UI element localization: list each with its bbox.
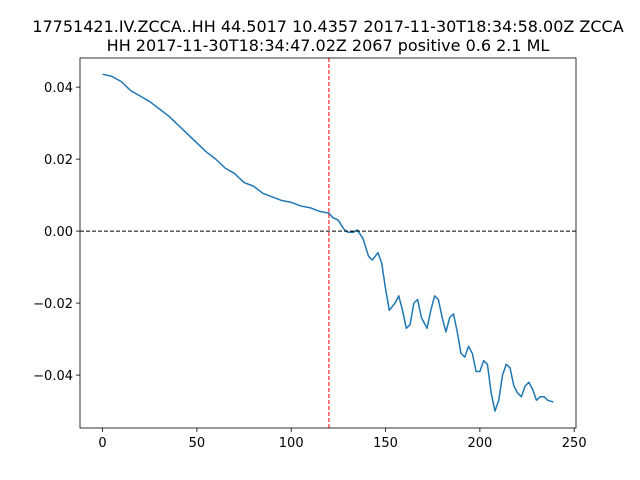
- x-tick-label: 250: [562, 436, 587, 451]
- y-tick-label: 0.00: [44, 225, 73, 240]
- x-tick-label: 100: [279, 436, 304, 451]
- chart-title: 17751421.IV.ZCCA..HH 44.5017 10.4357 201…: [32, 17, 623, 36]
- x-tick-label: 200: [467, 436, 492, 451]
- chart-title: HH 2017-11-30T18:34:47.02Z 2067 positive…: [107, 36, 550, 55]
- y-tick-label: −0.04: [33, 369, 73, 384]
- waveform-line: [102, 73, 554, 412]
- y-tick-label: 0.02: [44, 153, 73, 168]
- y-tick-label: −0.02: [33, 297, 73, 312]
- plot-frame: [79, 57, 577, 429]
- x-tick-label: 50: [189, 436, 206, 451]
- x-tick-label: 150: [373, 436, 398, 451]
- x-tick-label: 0: [98, 436, 106, 451]
- y-tick-label: 0.04: [44, 81, 73, 96]
